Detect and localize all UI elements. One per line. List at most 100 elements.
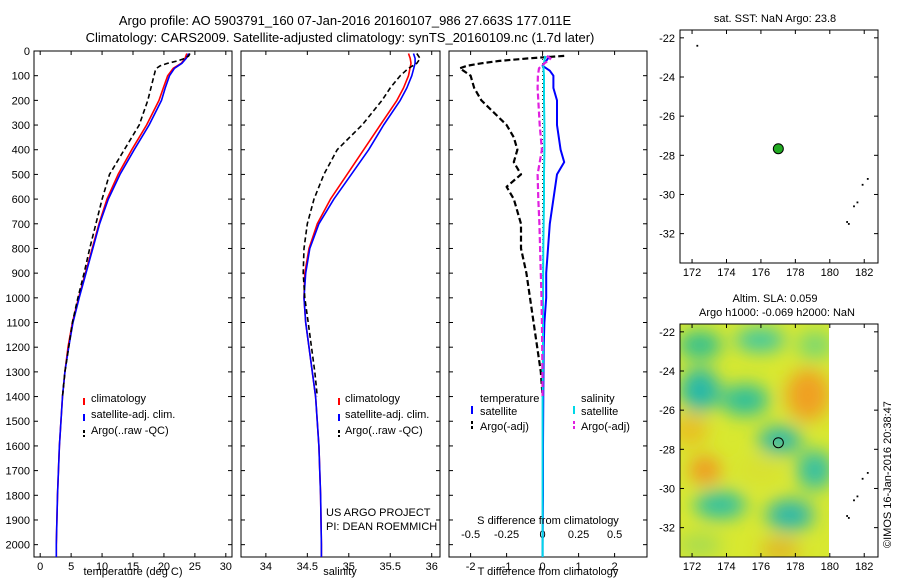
- temperature-axis-ticks: 0 5 10 15 20 25 30: [37, 51, 232, 573]
- argo-location-marker: [772, 437, 784, 449]
- depth-tick-label: 900: [12, 268, 30, 280]
- temperature-profiles: [55, 53, 191, 557]
- series-line-t_argo: [458, 54, 565, 397]
- s-diff-tick-label: -0.5: [461, 529, 480, 541]
- x-tick-label: 15: [127, 561, 139, 573]
- legend-title-temperature: temperature: [480, 393, 539, 405]
- difference-depth-ticks: [449, 50, 647, 546]
- depth-tick-label: 1900: [6, 515, 30, 527]
- lon-tick-label: 182: [855, 267, 873, 279]
- lat-tick-label: -26: [659, 405, 675, 417]
- lon-tick-label: 174: [717, 561, 735, 573]
- temperature-axis-label: temperature (deg C): [83, 566, 182, 578]
- lon-tick-label: 176: [752, 267, 770, 279]
- lon-tick-label: 182: [855, 561, 873, 573]
- depth-tick-label: 0: [24, 46, 30, 58]
- sst-map-frame: [679, 29, 879, 264]
- sst-map-panel: sat. SST: NaN Argo: 23.8 172 174 176 178 180…: [659, 13, 879, 279]
- lon-tick-label: 178: [786, 267, 804, 279]
- legend-title-salinity: salinity: [581, 393, 615, 405]
- salinity-plot-frame: [240, 50, 441, 558]
- series-line-s_satellite: [541, 55, 547, 557]
- depth-tick-label: 1700: [6, 466, 30, 478]
- lat-tick-label: -26: [659, 111, 675, 123]
- sst-map-coastline: [696, 44, 869, 225]
- sla-map-title-line2: Argo h1000: -0.069 h2000: NaN: [699, 307, 855, 319]
- lat-tick-label: -32: [659, 229, 675, 241]
- depth-tick-label: 2000: [6, 540, 30, 552]
- legend-label-climatology: climatology: [345, 393, 401, 405]
- depth-tick-label: 400: [12, 145, 30, 157]
- x-tick-label: 35: [343, 561, 355, 573]
- x-tick-label: 35.5: [380, 561, 401, 573]
- argo-location-marker: [772, 143, 784, 155]
- x-tick-label: -1: [502, 561, 512, 573]
- temperature-plot-frame: [33, 50, 233, 558]
- salinity-panel: 34 34.5 35 35.5 36 salinity climatology sate…: [240, 50, 441, 578]
- lon-tick-label: 172: [683, 561, 701, 573]
- lon-tick-label: 172: [683, 267, 701, 279]
- sla-map-title-line1: Altim. SLA: 0.059: [733, 293, 818, 305]
- lon-tick-label: 180: [821, 561, 839, 573]
- island-dot: [866, 178, 869, 180]
- island-dot: [866, 472, 869, 474]
- depth-tick-label: 700: [12, 219, 30, 231]
- lon-tick-label: 178: [786, 561, 804, 573]
- island-dot: [847, 517, 850, 519]
- legend-label-argo: Argo(..raw -QC): [345, 425, 423, 437]
- legend-label-satellite: satellite-adj. clim.: [345, 409, 429, 421]
- depth-tick-label: 1300: [6, 367, 30, 379]
- s-difference-axis-label: S difference from climatology: [477, 515, 619, 527]
- depth-tick-label: 600: [12, 194, 30, 206]
- legend-label-climatology: climatology: [91, 393, 147, 405]
- salinity-depth-ticks: [241, 50, 440, 546]
- salinity-difference-legend: salinity satellite Argo(-adj): [573, 393, 630, 433]
- island-dot: [846, 221, 849, 223]
- lat-tick-label: -22: [659, 327, 675, 339]
- x-tick-label: 0: [540, 561, 546, 573]
- island-dot: [856, 495, 859, 498]
- x-tick-label: 30: [220, 561, 232, 573]
- legend-label-satellite: satellite-adj. clim.: [91, 409, 175, 421]
- temperature-legend: climatology satellite-adj. clim. Argo(..…: [83, 393, 175, 437]
- depth-tick-label: 1800: [6, 490, 30, 502]
- x-tick-label: 34.5: [297, 561, 318, 573]
- legend-label-t-satellite: satellite: [480, 406, 517, 418]
- salinity-legend: climatology satellite-adj. clim. Argo(..…: [338, 393, 429, 437]
- lat-tick-label: -30: [659, 189, 675, 201]
- series-line-argo: [302, 53, 421, 397]
- island-dot: [856, 201, 859, 204]
- series-line-argo: [61, 53, 191, 397]
- island-dot: [861, 183, 864, 186]
- sst-map-title: sat. SST: NaN Argo: 23.8: [714, 13, 836, 25]
- s-diff-tick-label: -0.25: [494, 529, 519, 541]
- lon-tick-label: 180: [821, 267, 839, 279]
- salinity-axis-label: salinity: [323, 566, 357, 578]
- pi-label: PI: DEAN ROEMMICH: [326, 521, 437, 533]
- lon-tick-label: 176: [752, 561, 770, 573]
- figure-title-line2: Climatology: CARS2009. Satellite-adjuste…: [86, 30, 595, 45]
- x-tick-label: 2: [612, 561, 618, 573]
- lat-tick-label: -22: [659, 33, 675, 45]
- salinity-axis-ticks: 34 34.5 35 35.5 36: [260, 51, 438, 573]
- depth-tick-label: 800: [12, 243, 30, 255]
- island-dot: [853, 499, 855, 502]
- x-tick-label: 5: [68, 561, 74, 573]
- island-dot: [696, 44, 699, 47]
- x-tick-label: 34: [260, 561, 272, 573]
- x-tick-label: 36: [426, 561, 438, 573]
- depth-tick-label: 500: [12, 169, 30, 181]
- legend-label-s-satellite: satellite: [581, 406, 618, 418]
- lat-tick-label: -32: [659, 523, 675, 535]
- x-tick-label: 25: [189, 561, 201, 573]
- legend-label-argo: Argo(..raw -QC): [91, 425, 169, 437]
- lat-tick-label: -30: [659, 483, 675, 495]
- lat-tick-label: -24: [659, 366, 675, 378]
- x-tick-label: 20: [158, 561, 170, 573]
- s-diff-tick-label: 0.25: [568, 529, 589, 541]
- series-line-satellite: [55, 53, 190, 557]
- difference-plot-frame: [448, 50, 648, 558]
- x-tick-label: 1: [576, 561, 582, 573]
- island-dot: [846, 515, 849, 517]
